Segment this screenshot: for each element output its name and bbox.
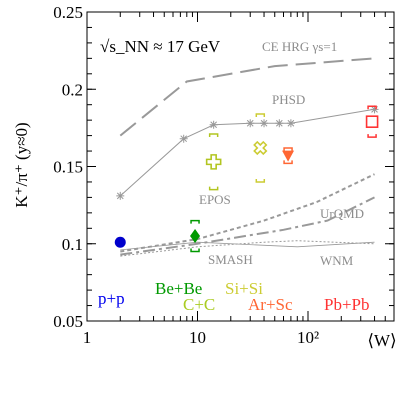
model-label-ce-hrg: CE HRG γs=1 bbox=[262, 39, 337, 54]
model-point bbox=[275, 119, 284, 128]
model-curve bbox=[120, 173, 375, 253]
data-markers bbox=[114, 105, 379, 253]
model-point bbox=[370, 105, 379, 114]
marker-triangle-down bbox=[282, 150, 295, 162]
model-point bbox=[260, 119, 269, 128]
marker-open-x bbox=[253, 140, 268, 156]
y-tick-label: 0.25 bbox=[53, 3, 83, 22]
system-label-cc: C+C bbox=[183, 295, 215, 314]
model-label-urqmd: UrQMD bbox=[320, 206, 364, 221]
system-label-pbpb: Pb+Pb bbox=[324, 295, 370, 314]
model-point bbox=[116, 191, 125, 200]
model-label-smash: SMASH bbox=[208, 252, 253, 267]
marker-diamond bbox=[190, 229, 201, 244]
y-tick-label: 0.1 bbox=[62, 235, 83, 254]
axis-ticks: 0.05 0.1 0.15 0.2 0.25 1 10 10² bbox=[53, 3, 395, 347]
model-label-wnm: WNM bbox=[320, 253, 354, 268]
y-axis-title: K⁺/π⁺ (y≈0) bbox=[12, 122, 31, 207]
system-label-sisi: Si+Si bbox=[225, 279, 263, 298]
model-point bbox=[179, 134, 188, 143]
x-tick-label: 10² bbox=[297, 328, 319, 347]
model-label-phsd: PHSD bbox=[272, 92, 305, 107]
x-axis-title: ⟨W⟩ bbox=[367, 331, 396, 350]
x-tick-label: 10 bbox=[189, 328, 206, 347]
system-label-arsc: Ar+Sc bbox=[248, 295, 293, 314]
model-label-epos: EPOS bbox=[199, 192, 231, 207]
marker-circle bbox=[114, 236, 126, 248]
y-tick-label: 0.15 bbox=[53, 158, 83, 177]
model-point bbox=[209, 120, 218, 129]
y-tick-label: 0.05 bbox=[53, 312, 83, 331]
plot-frame bbox=[86, 11, 395, 322]
sys-bracket bbox=[190, 219, 200, 253]
x-tick-label: 1 bbox=[83, 328, 92, 347]
sys-bracket bbox=[255, 113, 266, 183]
model-point bbox=[286, 119, 295, 128]
system-label-bebe: Be+Be bbox=[155, 279, 202, 298]
marker-open-cross bbox=[205, 154, 222, 170]
model-curve bbox=[119, 108, 375, 197]
system-label-pp: p+p bbox=[98, 289, 125, 308]
sys-bracket bbox=[208, 133, 219, 191]
marker-open-square bbox=[365, 115, 379, 128]
y-tick-label: 0.2 bbox=[62, 80, 83, 99]
sys-bracket bbox=[283, 147, 293, 165]
model-curves bbox=[116, 57, 379, 257]
sys-bracket bbox=[367, 105, 377, 138]
model-curve bbox=[120, 240, 375, 257]
model-point bbox=[246, 119, 255, 128]
energy-label: √s_NN ≈ 17 GeV bbox=[100, 37, 221, 56]
model-curve bbox=[120, 241, 375, 251]
model-curve bbox=[120, 196, 375, 256]
model-curve bbox=[119, 57, 375, 137]
